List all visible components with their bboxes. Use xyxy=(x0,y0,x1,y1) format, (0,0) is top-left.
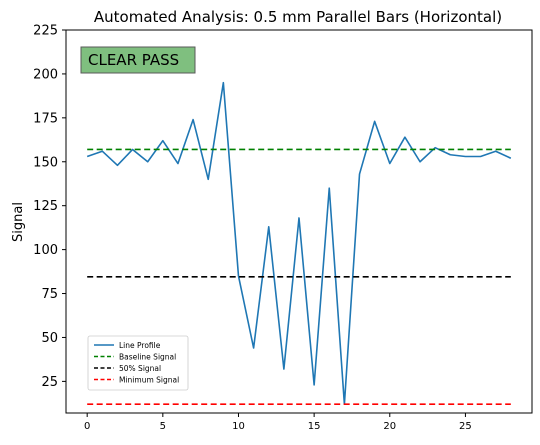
x-tick-label: 15 xyxy=(308,421,321,432)
y-axis-label: Signal xyxy=(11,202,26,242)
y-tick-label: 225 xyxy=(33,24,58,39)
y-tick-label: 150 xyxy=(33,155,58,170)
x-axis: 0 5 10 15 20 25 xyxy=(84,413,472,432)
y-tick-label: 100 xyxy=(33,243,58,258)
series-layer xyxy=(86,81,512,406)
legend-label: Baseline Signal xyxy=(119,352,176,361)
status-badge-box xyxy=(80,46,196,74)
y-tick-label: 50 xyxy=(41,331,58,346)
x-tick-label: 10 xyxy=(232,421,245,432)
legend-box xyxy=(87,335,189,391)
y-tick-label: 75 xyxy=(41,287,58,302)
x-tick-label: 5 xyxy=(160,421,166,432)
y-axis: 25 50 75 100 125 150 175 200 225 xyxy=(33,24,66,390)
legend-label: 50% Signal xyxy=(119,364,161,373)
y-tick-label: 25 xyxy=(41,375,58,390)
x-tick-label: 0 xyxy=(84,421,90,432)
legend-label: Minimum Signal xyxy=(119,375,179,384)
legend: Line Profile Baseline Signal 50% Signal Min… xyxy=(87,335,189,391)
chart-title: Automated Analysis: 0.5 mm Parallel Bars… xyxy=(94,8,502,26)
x-tick-label: 20 xyxy=(383,421,396,432)
y-tick-label: 200 xyxy=(33,67,58,82)
x-tick-label: 25 xyxy=(459,421,472,432)
status-badge: CLEAR PASS xyxy=(80,46,196,74)
y-tick-label: 125 xyxy=(33,199,58,214)
y-tick-label: 175 xyxy=(33,111,58,126)
plot-frame xyxy=(65,29,533,414)
legend-label: Line Profile xyxy=(119,341,161,350)
status-badge-text: CLEAR PASS xyxy=(88,51,179,69)
